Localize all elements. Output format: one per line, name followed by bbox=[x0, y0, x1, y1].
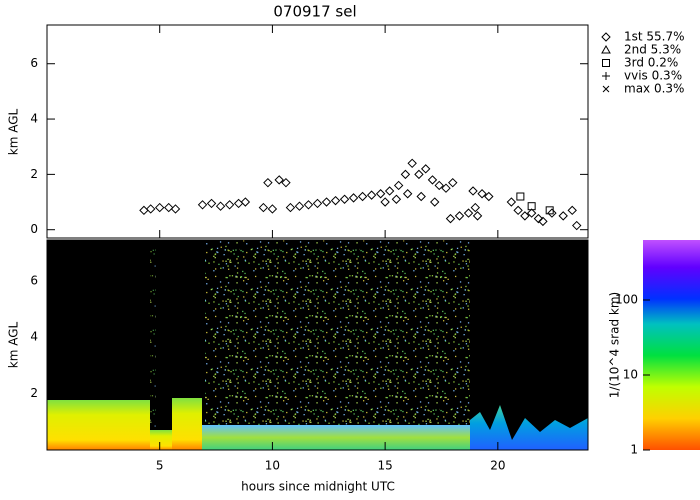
colorbar bbox=[643, 240, 700, 450]
y-tick-label: 0 bbox=[30, 222, 38, 236]
point bbox=[330, 195, 341, 206]
point bbox=[506, 197, 517, 207]
colorbar-tick-label: 1 bbox=[630, 443, 638, 457]
point bbox=[281, 177, 291, 188]
point bbox=[430, 197, 440, 207]
point bbox=[414, 169, 424, 180]
point bbox=[339, 194, 350, 204]
point bbox=[477, 189, 487, 199]
point bbox=[572, 220, 582, 231]
point bbox=[357, 191, 368, 202]
point bbox=[224, 200, 235, 210]
legend-marker bbox=[602, 85, 610, 93]
point bbox=[434, 180, 444, 191]
point bbox=[545, 206, 554, 215]
legend-label: 2nd 5.3% bbox=[624, 43, 681, 57]
point bbox=[274, 175, 284, 185]
legend-marker bbox=[602, 72, 610, 80]
point bbox=[312, 198, 323, 209]
axes-frame bbox=[46, 24, 589, 239]
colorbar-tick-label: 100 bbox=[615, 293, 638, 307]
point bbox=[468, 186, 478, 196]
y-tick-label: 2 bbox=[30, 167, 38, 181]
legend-marker bbox=[601, 32, 611, 42]
y-tick-label: 4 bbox=[30, 112, 38, 126]
point bbox=[215, 201, 226, 211]
x-axis-label: hours since midnight UTC bbox=[241, 480, 395, 494]
point bbox=[400, 169, 411, 180]
point bbox=[463, 208, 474, 218]
point bbox=[240, 197, 251, 207]
point bbox=[448, 177, 458, 188]
point bbox=[348, 193, 359, 203]
legend-label: vvis 0.3% bbox=[624, 69, 682, 83]
point bbox=[533, 213, 544, 224]
point bbox=[258, 202, 269, 213]
point bbox=[472, 211, 483, 221]
y-tick-label: 4 bbox=[30, 330, 38, 344]
point bbox=[197, 200, 208, 210]
backscatter-image bbox=[47, 240, 588, 450]
point bbox=[520, 211, 530, 221]
point bbox=[391, 194, 402, 204]
legend-marker bbox=[601, 44, 611, 54]
point bbox=[402, 189, 413, 199]
point bbox=[384, 186, 395, 196]
point bbox=[516, 192, 525, 201]
point bbox=[441, 183, 451, 193]
point bbox=[470, 202, 480, 213]
x-tick-label: 10 bbox=[265, 459, 280, 473]
legend-label: max 0.3% bbox=[624, 82, 684, 96]
point bbox=[427, 175, 438, 185]
point bbox=[139, 205, 149, 216]
point bbox=[303, 200, 314, 210]
point bbox=[527, 202, 536, 211]
point bbox=[294, 201, 305, 211]
point bbox=[547, 208, 557, 218]
legend-marker bbox=[602, 59, 610, 67]
colorbar-label: 1/(10^4 srad km) bbox=[608, 292, 622, 398]
point bbox=[380, 197, 390, 207]
y-tick-label: 6 bbox=[30, 273, 38, 287]
point bbox=[285, 202, 296, 213]
point bbox=[567, 205, 577, 216]
point bbox=[526, 208, 537, 218]
colorbar-tick-label: 10 bbox=[623, 368, 638, 382]
point bbox=[538, 216, 548, 227]
point bbox=[263, 177, 273, 188]
y-tick-label: 6 bbox=[30, 56, 38, 70]
point bbox=[164, 202, 174, 213]
chart-title: 070917 sel bbox=[273, 3, 356, 21]
point bbox=[393, 180, 404, 191]
legend-label: 3rd 0.2% bbox=[624, 56, 678, 70]
point bbox=[484, 191, 494, 202]
point bbox=[170, 204, 181, 214]
point bbox=[233, 198, 244, 209]
point bbox=[366, 190, 377, 200]
x-tick-label: 5 bbox=[156, 459, 164, 473]
point bbox=[513, 205, 523, 216]
point bbox=[375, 189, 386, 199]
x-tick-label: 20 bbox=[490, 459, 505, 473]
point bbox=[416, 191, 426, 202]
axes-frame bbox=[46, 239, 589, 451]
point bbox=[155, 202, 165, 213]
point bbox=[145, 204, 156, 214]
point bbox=[206, 198, 217, 209]
y-axis-label: km AGL bbox=[7, 321, 21, 368]
y-axis-label: km AGL bbox=[7, 108, 21, 155]
point bbox=[420, 164, 431, 174]
point bbox=[558, 211, 568, 221]
point bbox=[445, 213, 456, 224]
point bbox=[407, 158, 417, 169]
x-tick-label: 15 bbox=[377, 459, 392, 473]
point bbox=[454, 211, 465, 221]
point bbox=[321, 197, 332, 207]
point bbox=[267, 204, 278, 214]
y-tick-label: 2 bbox=[30, 386, 38, 400]
legend-label: 1st 55.7% bbox=[624, 30, 685, 44]
